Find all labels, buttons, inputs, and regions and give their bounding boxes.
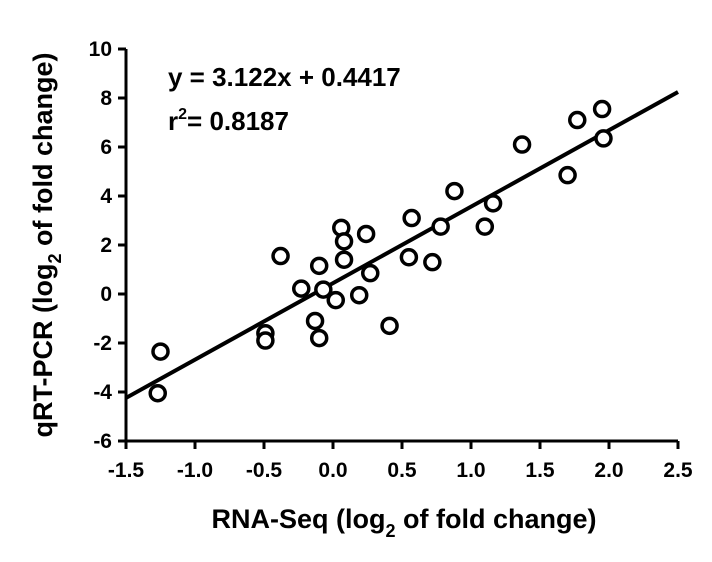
data-point xyxy=(148,383,167,403)
y-tick-label: 8 xyxy=(100,87,112,110)
regression-equation: y = 3.122x + 0.4417 xyxy=(168,62,401,92)
data-point xyxy=(512,135,532,154)
data-point xyxy=(334,250,354,269)
data-point xyxy=(334,232,354,251)
y-axis-title-post: of fold change) xyxy=(28,53,58,254)
data-point xyxy=(402,208,421,228)
data-point xyxy=(399,248,419,267)
data-point xyxy=(349,285,369,305)
data-point xyxy=(423,252,442,272)
data-point xyxy=(292,279,311,298)
y-tick-label: -2 xyxy=(93,332,112,355)
data-point xyxy=(271,246,290,266)
x-axis-title-post: of fold change) xyxy=(396,504,597,534)
data-point xyxy=(309,256,329,276)
y-axis-title: qRT-PCR (log2 of fold change) xyxy=(28,53,65,438)
data-point xyxy=(475,217,495,236)
y-tick-label: -4 xyxy=(93,381,112,404)
data-point xyxy=(445,181,464,201)
axes: -1.5 -1.0 -0.5 0.0 0.5 1.0 1.5 2.0 2.5 -6 -4 -2 0 2 4 6… xyxy=(89,38,693,482)
r-squared-label: r2= 0.8187 xyxy=(168,106,289,136)
x-tick-label: 0.5 xyxy=(387,459,417,482)
x-tick-label: -1.5 xyxy=(108,459,145,482)
x-tick-label: 0.0 xyxy=(318,459,347,482)
x-tick-label: 1.0 xyxy=(456,459,485,482)
x-tick-label: 1.5 xyxy=(525,459,555,482)
x-axis-title-pre: RNA-Seq (log xyxy=(212,504,386,534)
data-point xyxy=(256,331,275,350)
y-axis-title-sub: 2 xyxy=(45,253,65,263)
y-tick-label: 0 xyxy=(100,283,112,306)
r-squared-superscript: 2 xyxy=(178,106,187,123)
data-point xyxy=(151,342,170,361)
data-point xyxy=(305,311,325,331)
data-point xyxy=(314,280,333,299)
data-point xyxy=(594,129,613,148)
data-point xyxy=(361,263,380,283)
data-point xyxy=(431,217,450,236)
x-tick-label: -1.0 xyxy=(177,459,213,482)
x-axis-title: RNA-Seq (log2 of fold change) xyxy=(212,504,597,541)
data-point xyxy=(483,194,503,213)
data-point xyxy=(326,290,346,310)
data-points xyxy=(148,99,613,403)
data-point xyxy=(568,110,587,130)
regression-line xyxy=(125,90,679,400)
x-axis-title-sub: 2 xyxy=(385,521,395,541)
y-tick-label: 2 xyxy=(100,234,112,257)
r-squared-prefix: r xyxy=(168,106,178,136)
data-point xyxy=(356,224,376,244)
x-tick-label: -0.5 xyxy=(246,459,283,482)
y-tick-label: -6 xyxy=(93,430,112,453)
data-point xyxy=(558,165,577,185)
y-tick-label: 10 xyxy=(89,38,112,61)
data-point xyxy=(309,328,329,348)
data-point xyxy=(592,99,612,119)
x-tick-label: 2.0 xyxy=(594,459,623,482)
y-tick-label: 6 xyxy=(100,136,112,159)
y-tick-label: 4 xyxy=(100,185,112,208)
data-point xyxy=(380,316,399,336)
y-axis-title-pre: qRT-PCR (log xyxy=(28,264,58,438)
r-squared-value: = 0.8187 xyxy=(187,106,289,136)
x-tick-label: 2.5 xyxy=(663,459,693,482)
trendline-layer xyxy=(125,90,679,400)
